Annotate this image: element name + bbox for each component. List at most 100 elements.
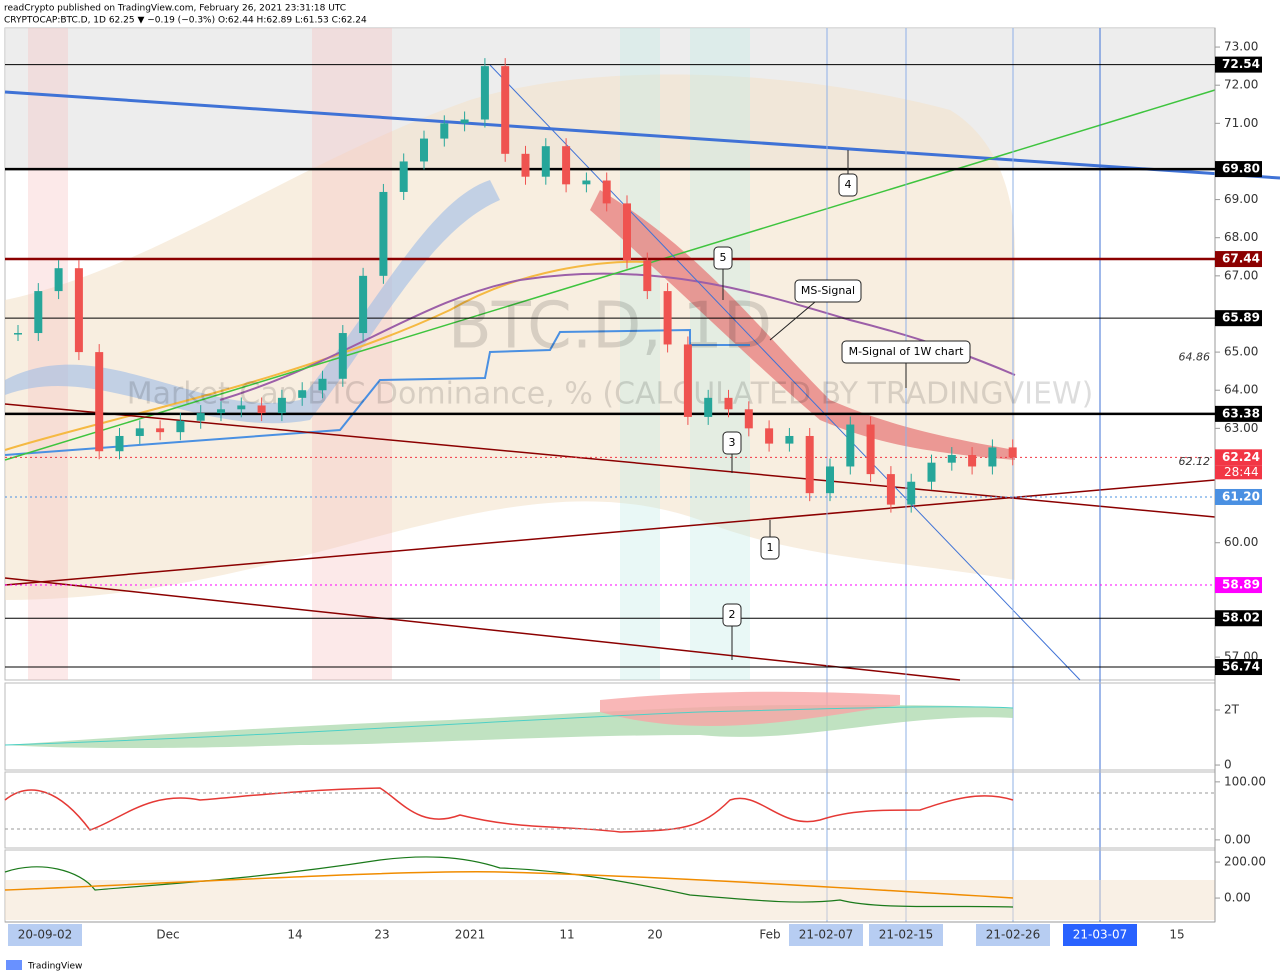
- level-label: 62.24: [1222, 450, 1260, 464]
- candle: [34, 291, 43, 334]
- callout-box: [713, 246, 733, 270]
- highlight: [690, 28, 750, 680]
- candle: [582, 180, 591, 185]
- x-tick-box: [8, 924, 82, 946]
- callout-box: [722, 603, 742, 627]
- callout-box: [722, 431, 742, 455]
- candle: [947, 455, 956, 463]
- candle: [176, 420, 185, 433]
- candle: [420, 138, 428, 162]
- level-box: [1215, 659, 1262, 676]
- footer: TradingView: [27, 962, 82, 972]
- y-tick-label: 60.00: [1224, 535, 1258, 549]
- x-tick-label: 14: [287, 928, 302, 942]
- y-tick-label: 71.00: [1224, 116, 1258, 130]
- x-tick-label: Dec: [156, 928, 179, 942]
- y-tick-label: 72.00: [1224, 78, 1258, 92]
- candle: [623, 203, 631, 261]
- candle: [54, 268, 63, 292]
- y-tick-label: 69.00: [1224, 192, 1258, 206]
- y-tick-label: 68.00: [1224, 230, 1258, 244]
- y-tick-label: 63.00: [1224, 421, 1258, 435]
- x-tick-label: 21-02-26: [986, 928, 1040, 942]
- y-tick-label: 73.00: [1224, 40, 1258, 54]
- callout-text: 5: [720, 251, 727, 264]
- indicator-line: [4, 787, 1014, 833]
- candle: [846, 424, 855, 467]
- x-tick-label: 21-03-07: [1073, 928, 1127, 942]
- candle: [237, 405, 246, 410]
- callout-text: 1: [767, 541, 774, 554]
- countdown-box: [1215, 465, 1262, 480]
- callout-box: [838, 173, 858, 197]
- ribbon: [590, 190, 1015, 460]
- indicator-line: [4, 706, 1014, 746]
- trend-line: [489, 64, 1081, 681]
- x-tick-box: [976, 924, 1050, 946]
- candle: [298, 390, 307, 398]
- pane: [4, 771, 1216, 849]
- candle: [663, 291, 672, 345]
- candle: [866, 424, 875, 475]
- candle: [765, 428, 774, 444]
- callout-text: M-Signal of 1W chart: [849, 345, 964, 358]
- candle: [257, 405, 266, 414]
- watermark-title: BTC.D, 1D: [448, 290, 772, 364]
- candle: [359, 275, 368, 334]
- candle: [440, 123, 449, 139]
- candle: [724, 397, 733, 410]
- candle: [704, 397, 713, 417]
- candle: [643, 260, 652, 292]
- candle: [196, 413, 205, 421]
- x-tick-box: [869, 924, 943, 946]
- x-tick-label: 15: [1169, 928, 1184, 942]
- y-tick-label: 0.00: [1224, 891, 1251, 905]
- candle: [277, 397, 286, 414]
- candle: [785, 435, 794, 444]
- candle: [968, 455, 977, 467]
- x-tick-label: 20: [647, 928, 662, 942]
- trend-line: [4, 577, 961, 681]
- annotation: 62.12: [1179, 455, 1211, 468]
- candle: [683, 344, 692, 417]
- level-label: 69.80: [1222, 162, 1260, 176]
- trend-line: [4, 90, 1280, 180]
- x-tick-label: 23: [374, 928, 389, 942]
- candle: [338, 333, 347, 379]
- candle: [988, 447, 997, 467]
- x-tick-label: 21-02-15: [879, 928, 933, 942]
- band: [5, 74, 1015, 601]
- candle: [480, 66, 489, 120]
- header-line: CRYPTOCAP:BTC.D, 1D 62.25 ▼ −0.19 (−0.3%…: [4, 16, 367, 26]
- candle: [826, 466, 834, 494]
- candle: [907, 481, 916, 505]
- candle: [541, 146, 550, 177]
- candle: [399, 161, 408, 192]
- candle: [460, 119, 469, 124]
- level-label: 65.89: [1222, 311, 1260, 325]
- candle: [14, 333, 22, 335]
- cloud: [600, 691, 900, 727]
- y-tick-label: 0: [1224, 758, 1232, 772]
- level-box: [1215, 251, 1262, 268]
- y-tick-label: 67.00: [1224, 268, 1258, 282]
- y-tick-label: 65.00: [1224, 345, 1258, 359]
- level-label: 72.54: [1222, 57, 1260, 71]
- candle: [805, 435, 814, 494]
- candle: [1008, 447, 1017, 458]
- indicator-line: [4, 856, 1014, 908]
- watermark-subtitle: Market Cap BTC Dominance, % (CALCULATED …: [127, 377, 1094, 412]
- x-tick-label: 2021: [455, 928, 486, 942]
- callout-text: 2: [729, 608, 736, 621]
- y-tick-label: 2T: [1224, 702, 1240, 716]
- callout-box: [794, 279, 862, 303]
- candle: [318, 378, 327, 391]
- level-box: [1215, 577, 1262, 594]
- candle: [501, 66, 510, 154]
- candle: [602, 180, 611, 204]
- cloud: [5, 705, 1013, 749]
- candle: [115, 435, 124, 452]
- y-tick-label: 64.00: [1224, 383, 1258, 397]
- level-label: 67.44: [1222, 252, 1260, 266]
